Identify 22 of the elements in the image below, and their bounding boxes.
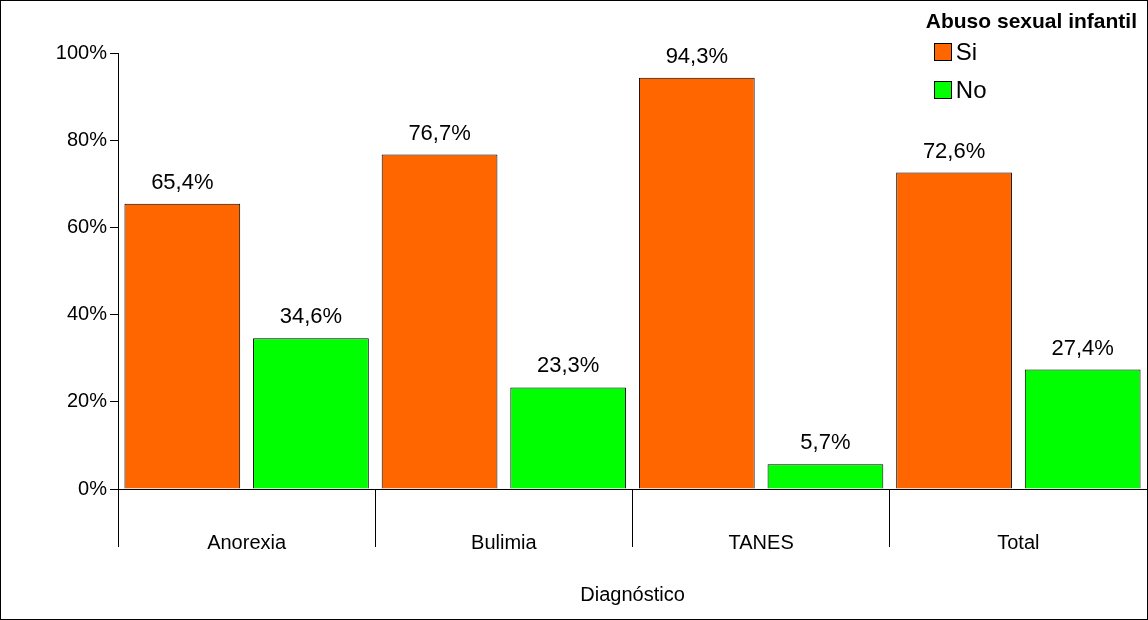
- data-label: 23,3%: [536, 352, 600, 378]
- y-tick-label: 60%: [66, 214, 108, 237]
- data-label: 72,6%: [922, 137, 986, 163]
- data-label: 94,3%: [665, 42, 729, 68]
- x-tick-label: Total: [997, 530, 1040, 553]
- legend-title: Abuso sexual infantil: [925, 9, 1137, 33]
- y-tick-label: 0%: [78, 476, 108, 499]
- x-tick-label: Bulimia: [471, 530, 538, 553]
- data-label: 27,4%: [1051, 334, 1114, 360]
- y-tick-label: 100%: [55, 40, 108, 63]
- data-label: 76,7%: [408, 119, 471, 145]
- x-axis-title: Diagnóstico: [580, 582, 685, 605]
- legend-label: No: [955, 75, 987, 105]
- data-label: 5,7%: [800, 429, 851, 455]
- y-tick-label: 20%: [66, 389, 108, 412]
- data-label: 65,4%: [151, 168, 214, 194]
- x-tick-label: TANES: [728, 530, 794, 553]
- y-tick-label: 40%: [66, 302, 108, 325]
- x-tick-label: Anorexia: [207, 530, 287, 553]
- legend-label: Si: [955, 37, 978, 67]
- data-label: 34,6%: [279, 303, 343, 329]
- y-tick-label: 80%: [66, 127, 108, 150]
